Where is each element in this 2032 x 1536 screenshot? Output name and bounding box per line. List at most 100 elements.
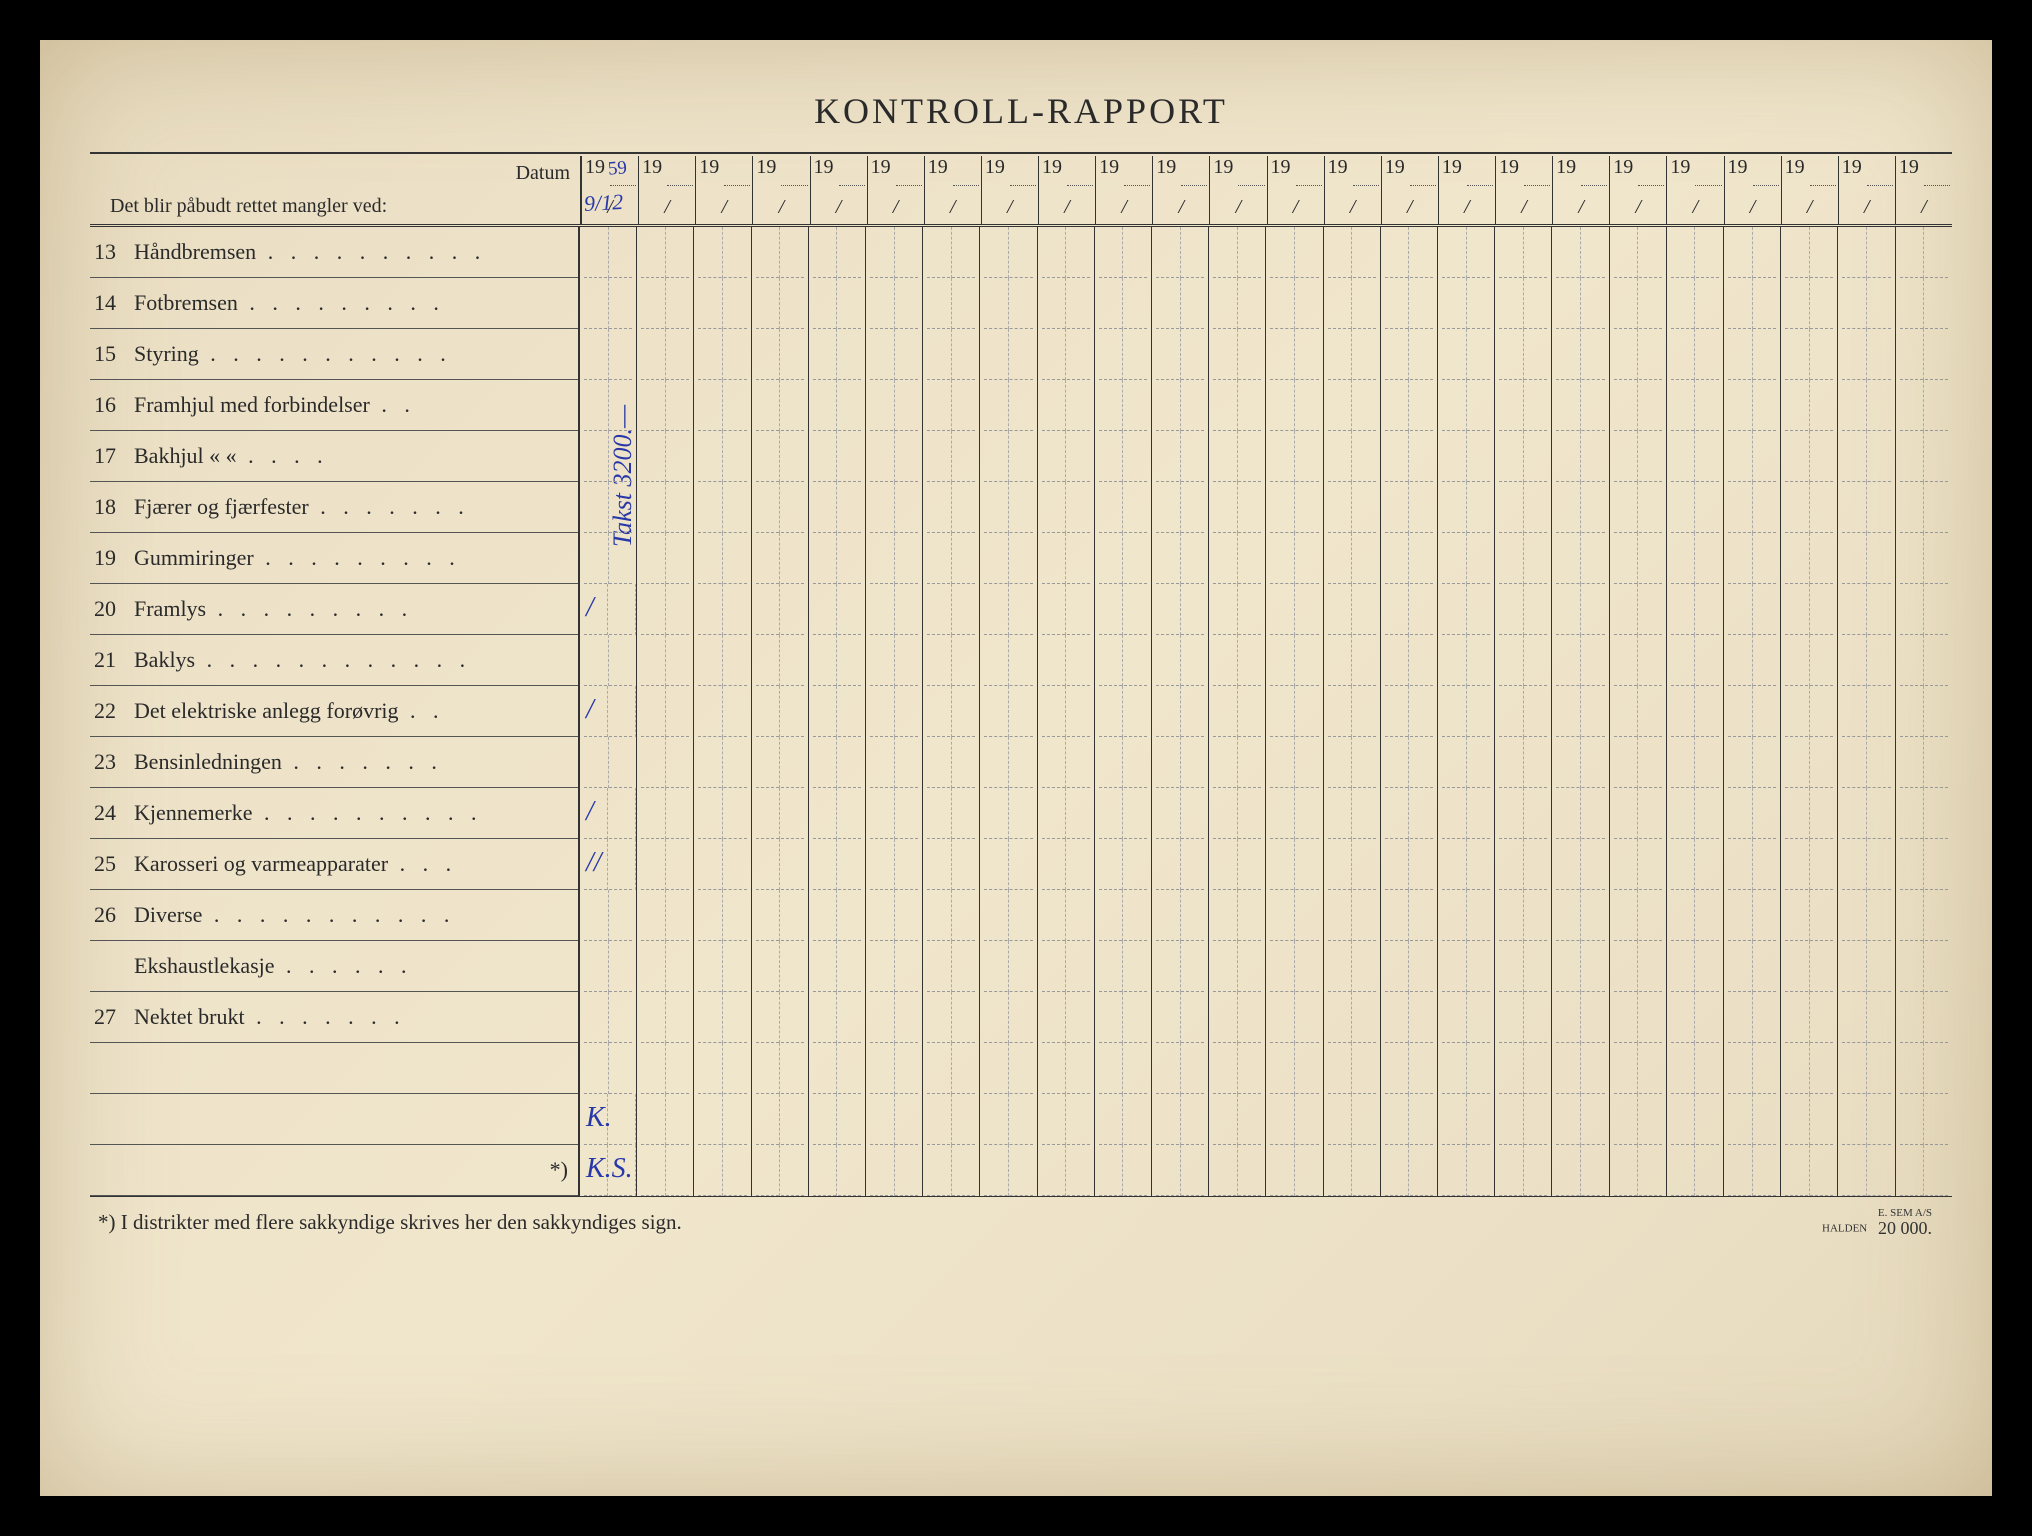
date-column: 19/ (638, 156, 695, 224)
date-column: 19/ (752, 156, 809, 224)
row-label: 20Framlys . . . . . . . . . (90, 584, 578, 635)
date-day-cell: / (1039, 190, 1095, 224)
grid-cell (1266, 635, 1322, 686)
grid-cell (1438, 992, 1494, 1043)
grid-cell (809, 941, 865, 992)
grid-cell (1610, 941, 1666, 992)
grid-cell (1324, 227, 1380, 278)
document-title: KONTROLL-RAPPORT (90, 90, 1952, 132)
handwritten-year: 59 (607, 157, 628, 181)
grid-cell (1038, 380, 1094, 431)
grid-cell (923, 329, 979, 380)
grid-cell (1610, 737, 1666, 788)
grid-cell (694, 992, 750, 1043)
grid-cell (1209, 380, 1265, 431)
grid-cell (1095, 635, 1151, 686)
grid-cell (1095, 1094, 1151, 1145)
grid-cell (1152, 737, 1208, 788)
grid-cell (1610, 1043, 1666, 1094)
grid-cell (1324, 533, 1380, 584)
grid-cell (1324, 380, 1380, 431)
grid-cell (694, 482, 750, 533)
date-columns: 1959/9/1219/19/19/19/19/19/19/19/19/19/1… (580, 156, 1952, 224)
grid-cell (694, 839, 750, 890)
grid-cell (1266, 482, 1322, 533)
grid-cell (866, 533, 922, 584)
grid-cell (1667, 329, 1723, 380)
grid-cell (637, 737, 693, 788)
grid-cell (1038, 227, 1094, 278)
date-year-cell: 19 (925, 156, 981, 190)
grid-cell (923, 533, 979, 584)
grid-cell (1724, 533, 1780, 584)
grid-cell (1209, 890, 1265, 941)
grid-cell (1781, 788, 1837, 839)
grid-cell (752, 788, 808, 839)
grid-cell (1610, 788, 1666, 839)
grid-cell (1381, 788, 1437, 839)
date-day-cell: / (1268, 190, 1324, 224)
grid-cell (809, 737, 865, 788)
grid-column (1552, 227, 1609, 1196)
grid-cell (866, 890, 922, 941)
grid-cell (1381, 533, 1437, 584)
grid-cell (637, 890, 693, 941)
grid-cell (1209, 1043, 1265, 1094)
grid-cell (1781, 1094, 1837, 1145)
date-year-cell: 19 (1496, 156, 1552, 190)
grid-cell (1781, 890, 1837, 941)
grid-cell (1838, 431, 1894, 482)
grid-cell (1552, 737, 1608, 788)
grid-cell (923, 992, 979, 1043)
grid-cell (1552, 1094, 1608, 1145)
grid-cell (1724, 737, 1780, 788)
grid-cell (980, 584, 1036, 635)
date-year-cell: 19 (1268, 156, 1324, 190)
datum-label: Datum (90, 162, 580, 185)
footnote-star: *) (94, 1157, 578, 1183)
grid-cell (1152, 584, 1208, 635)
date-year-cell: 19 (1667, 156, 1723, 190)
grid-column (1896, 227, 1952, 1196)
grid-cell: // (580, 839, 636, 890)
date-day-cell: / (639, 190, 695, 224)
grid-cell (580, 482, 636, 533)
grid-cell (1152, 788, 1208, 839)
grid-cell (1724, 686, 1780, 737)
grid-cell (1095, 278, 1151, 329)
grid-column (1038, 227, 1095, 1196)
grid-cell (637, 431, 693, 482)
grid-cell (1266, 329, 1322, 380)
grid-cell (1838, 278, 1894, 329)
row-label: *) (90, 1145, 578, 1196)
grid-cell (1038, 482, 1094, 533)
grid-cell (1552, 329, 1608, 380)
grid-cell (1896, 788, 1952, 839)
date-year-cell: 19 (868, 156, 924, 190)
grid-cell (1724, 278, 1780, 329)
row-number: 22 (94, 698, 134, 724)
grid-cell (694, 584, 750, 635)
grid-cell (1438, 686, 1494, 737)
grid-cell (1438, 635, 1494, 686)
grid-cell (1667, 890, 1723, 941)
grid-cell (866, 737, 922, 788)
row-number: 13 (94, 239, 134, 265)
row-label: 19Gummiringer . . . . . . . . . (90, 533, 578, 584)
grid-column (1095, 227, 1152, 1196)
grid-cell (866, 1043, 922, 1094)
grid-cell (1038, 329, 1094, 380)
grid-cell (1838, 227, 1894, 278)
date-day-cell: / (982, 190, 1038, 224)
handwritten-mark: K. (586, 1102, 612, 1134)
grid-column (1610, 227, 1667, 1196)
date-column: 19/ (1324, 156, 1381, 224)
grid-cell (1610, 635, 1666, 686)
grid-cell (1438, 533, 1494, 584)
grid-cell (1724, 839, 1780, 890)
grid-cell (1610, 431, 1666, 482)
grid-cell (809, 533, 865, 584)
grid-cell (1324, 635, 1380, 686)
printer-number: 20 000. (1878, 1219, 1932, 1239)
grid-cell (1324, 890, 1380, 941)
